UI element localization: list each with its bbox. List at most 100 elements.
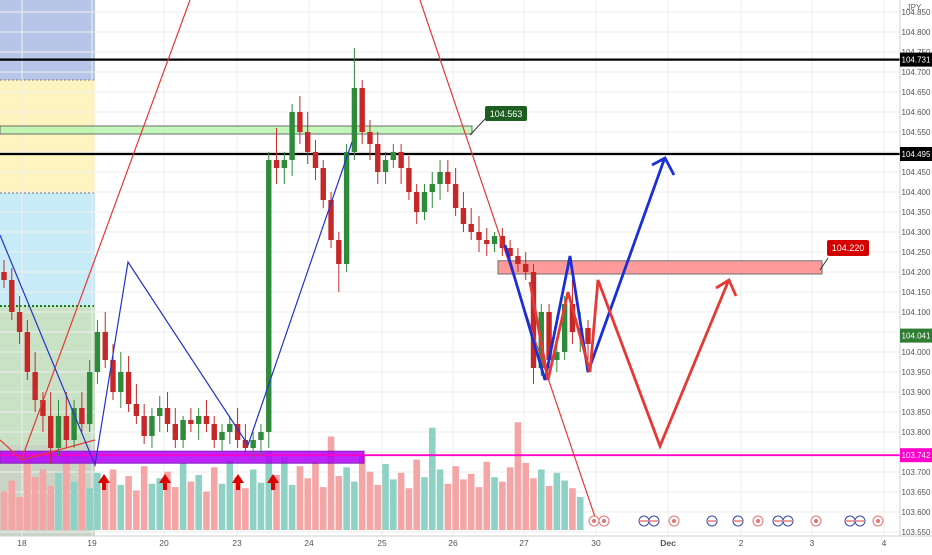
candle-body — [24, 332, 31, 372]
blue-wave-right — [503, 159, 666, 381]
time-axis[interactable]: 18 19 20 23 24 25 26 27 30 Dec 2 3 4 — [0, 535, 932, 550]
volume-bar — [421, 477, 428, 530]
volume-bar — [140, 466, 148, 530]
candle-body — [125, 372, 132, 404]
volume-bar — [335, 476, 343, 530]
candle-body — [289, 112, 295, 160]
volume-bar — [133, 490, 140, 530]
volume-bar — [537, 469, 545, 530]
event-markers — [588, 515, 884, 527]
candle-body — [55, 416, 62, 448]
candle-body — [141, 416, 147, 436]
volume-bar — [397, 472, 405, 530]
price-tick-label: 104.850 — [902, 8, 931, 17]
support-price-tag — [900, 448, 932, 463]
price-tick-label: 103.550 — [902, 528, 931, 537]
volume-bar — [39, 469, 47, 530]
volume-bar — [242, 488, 249, 530]
up-arrow-icon — [267, 474, 279, 490]
price-tick-label: 104.150 — [902, 288, 931, 297]
red-channel-line — [21, 0, 191, 459]
volume-bar — [561, 480, 568, 530]
candle-body — [554, 352, 560, 360]
volume-bar — [179, 462, 187, 530]
candle-body — [468, 224, 474, 232]
candle-body — [297, 112, 303, 132]
red-wave-right — [528, 279, 730, 450]
volume-bar — [374, 484, 382, 530]
candle-body — [523, 264, 529, 272]
price-tick-label: 103.600 — [902, 508, 931, 517]
purple-zone — [0, 450, 365, 464]
time-tick-label: 2 — [739, 538, 744, 548]
symbol-label: JPY — [907, 3, 922, 12]
price-tick-label: 103.700 — [902, 468, 931, 477]
candle-body — [445, 172, 451, 184]
candle-body — [398, 152, 404, 168]
volume-bar — [491, 477, 498, 530]
candle-body — [172, 424, 179, 440]
price-tick-label: 104.600 — [902, 108, 931, 117]
volume-bar — [351, 481, 358, 530]
red-arrow-head — [715, 277, 738, 297]
candle-body — [351, 88, 358, 152]
price-tick-label: 103.900 — [902, 388, 931, 397]
candle-body — [375, 144, 381, 172]
volume-bar — [483, 461, 491, 530]
volume-bar — [195, 475, 202, 530]
volume-bar — [390, 479, 397, 530]
volume-bar — [156, 478, 164, 530]
volume-bar — [514, 422, 522, 530]
volume-bar — [576, 497, 584, 530]
candle-body — [515, 256, 521, 264]
candle-body — [242, 440, 249, 448]
time-tick-label: 20 — [159, 538, 169, 548]
volume-bar — [172, 487, 179, 530]
candle-body — [484, 240, 490, 244]
time-tick-label: 24 — [304, 538, 314, 548]
price-tick-label: 103.650 — [902, 488, 931, 497]
green-callout-text: 104.563 — [490, 109, 523, 119]
flag-icon — [872, 515, 884, 527]
candle-body — [149, 416, 155, 436]
price-tick-label: 104.250 — [902, 248, 931, 257]
candle-body — [16, 312, 23, 332]
volume-bar — [530, 478, 537, 530]
blue-wave-left — [0, 141, 353, 468]
volume-bar — [257, 482, 265, 530]
candle-body — [320, 168, 326, 200]
candle-body — [452, 184, 459, 208]
candle-body — [102, 332, 108, 360]
last-price-tag — [900, 328, 932, 343]
price-tick-label: 104.550 — [902, 128, 931, 137]
candle-body — [507, 248, 513, 256]
volume-bar — [101, 479, 109, 530]
upper-resistance-price-label: 104.731 — [902, 56, 931, 65]
green-zone — [0, 125, 473, 135]
price-tick-label: 104.300 — [902, 228, 931, 237]
time-tick-label: 18 — [17, 538, 27, 548]
volume-bar — [288, 484, 296, 530]
candle-body — [530, 272, 537, 368]
yellow-panel — [0, 80, 95, 193]
candle-body — [343, 152, 350, 264]
volume-bar — [436, 469, 444, 530]
candle-body — [164, 408, 171, 424]
volume-bar — [94, 472, 101, 530]
price-tick-label: 104.200 — [902, 268, 931, 277]
candle-body — [336, 240, 342, 264]
price-axis[interactable]: 104.850 104.800 104.750 104.700 104.650 104.6… — [899, 0, 932, 550]
candle-body — [227, 424, 233, 432]
flag-icon — [598, 515, 610, 527]
volume-bar — [506, 467, 514, 530]
flag-icon — [668, 515, 680, 527]
volume-bar — [265, 450, 273, 530]
price-tick-label: 104.750 — [902, 48, 931, 57]
candle-body — [266, 160, 272, 432]
candle-body — [390, 152, 397, 160]
candle-body — [328, 200, 334, 240]
flag-icon — [854, 515, 866, 527]
volume-bar — [148, 483, 156, 530]
